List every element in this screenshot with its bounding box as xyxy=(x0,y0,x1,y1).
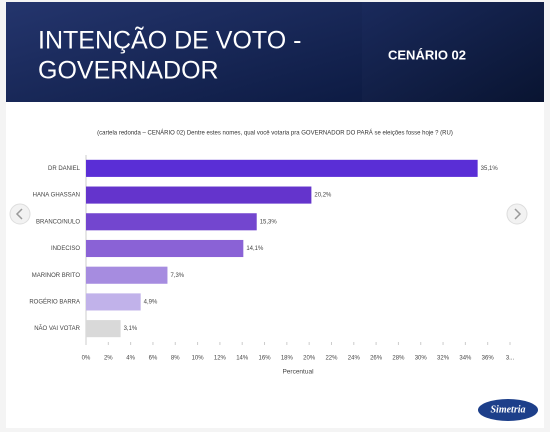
next-icon xyxy=(514,208,522,220)
bar xyxy=(86,320,121,338)
x-tick-label: 18% xyxy=(281,356,294,362)
x-axis-label: Percentual xyxy=(282,369,314,376)
value-label: 20,2% xyxy=(314,193,332,199)
bar xyxy=(86,266,168,284)
value-label: 7,3% xyxy=(170,273,184,279)
x-tick-label: 26% xyxy=(370,356,383,362)
x-tick-label: 16% xyxy=(259,356,272,362)
x-tick-label: 10% xyxy=(192,356,205,362)
title: GOVERNADOR xyxy=(38,57,219,85)
prev-button[interactable] xyxy=(9,203,31,225)
subtitle: (cartela redonda – CENÁRIO 02) Dentre es… xyxy=(97,130,453,137)
y-tick-label: DR DANIEL xyxy=(48,166,81,172)
x-tick-label: 4% xyxy=(126,356,135,362)
x-tick-label: 6% xyxy=(149,356,158,362)
x-tick-label: 14% xyxy=(236,356,249,362)
y-tick-label: ROGÉRIO BARRA xyxy=(29,299,80,306)
y-tick-label: MARINOR BRITO xyxy=(32,273,81,279)
value-label: 14,1% xyxy=(246,246,264,252)
logo-bg xyxy=(478,399,538,421)
y-tick-label: BRANCO/NULO xyxy=(36,219,80,225)
x-tick-label: 8% xyxy=(171,356,180,362)
x-tick-label: 30% xyxy=(415,356,428,362)
x-tick-label: 3... xyxy=(506,356,515,362)
bar xyxy=(86,159,478,177)
header-right xyxy=(362,2,544,102)
title: INTENÇÃO DE VOTO - xyxy=(38,26,301,55)
next-button[interactable] xyxy=(506,203,528,225)
scenario: CENÁRIO 02 xyxy=(388,47,466,62)
y-tick-label: INDECISO xyxy=(51,246,80,252)
value-label: 15,3% xyxy=(260,219,278,225)
value-label: 3,1% xyxy=(124,326,138,332)
x-tick-label: 2% xyxy=(104,356,113,362)
x-tick-label: 24% xyxy=(348,356,361,362)
y-tick-label: HANA GHASSAN xyxy=(33,193,80,199)
bar xyxy=(86,186,312,204)
value-label: 35,1% xyxy=(481,166,499,172)
x-tick-label: 28% xyxy=(392,356,405,362)
y-tick-label: NÃO VAI VOTAR xyxy=(34,325,80,332)
prev-icon xyxy=(15,208,23,220)
x-tick-label: 12% xyxy=(214,356,227,362)
bar xyxy=(86,239,244,258)
value-label: 4,9% xyxy=(144,300,158,306)
x-tick-label: 22% xyxy=(325,356,338,362)
x-tick-label: 0% xyxy=(82,356,91,362)
x-tick-label: 34% xyxy=(459,356,472,362)
x-tick-label: 36% xyxy=(482,356,495,362)
x-tick-label: 20% xyxy=(303,356,316,362)
logo: Simetria xyxy=(490,404,525,415)
bar xyxy=(86,293,141,311)
bar xyxy=(86,213,257,231)
x-tick-label: 32% xyxy=(437,356,450,362)
header xyxy=(6,2,362,102)
